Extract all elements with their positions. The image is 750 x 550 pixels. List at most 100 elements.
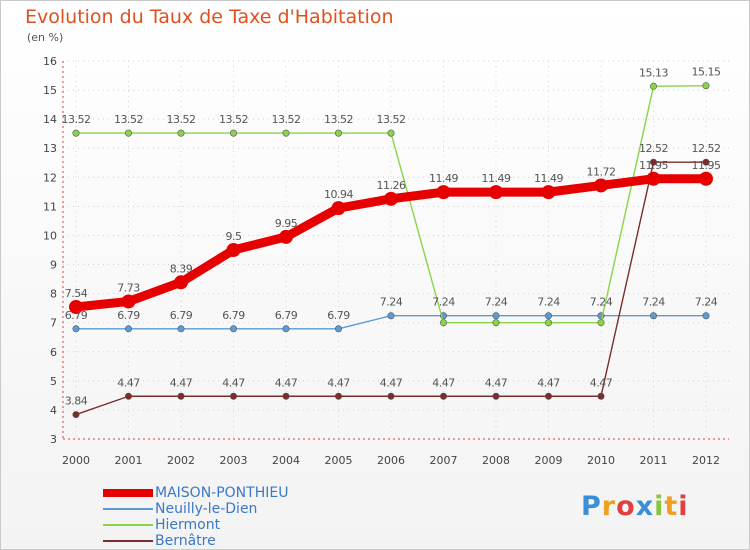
data-label: 3.84 [65, 395, 88, 408]
data-point [541, 185, 556, 200]
x-tick-label: 2002 [167, 454, 195, 467]
data-point [702, 312, 710, 320]
data-point [439, 319, 447, 327]
data-label: 6.79 [117, 309, 140, 322]
data-label: 11.95 [692, 159, 721, 172]
data-point [597, 319, 605, 327]
data-label: 12.52 [692, 142, 721, 155]
data-point [282, 129, 290, 137]
data-point [72, 325, 80, 333]
data-label: 13.52 [114, 113, 143, 126]
data-point [230, 325, 238, 333]
logo-letter: o [616, 491, 636, 522]
data-point [387, 312, 395, 320]
data-label: 7.24 [537, 296, 560, 309]
data-label: 7.73 [117, 281, 140, 294]
data-point [72, 129, 80, 137]
data-point [387, 392, 395, 400]
data-label: 4.47 [590, 376, 613, 389]
data-label: 13.52 [219, 113, 248, 126]
x-tick-label: 2008 [482, 454, 510, 467]
data-label: 13.52 [272, 113, 301, 126]
data-point [177, 325, 185, 333]
data-label: 6.79 [222, 309, 245, 322]
data-label: 7.24 [642, 296, 665, 309]
data-point [334, 325, 342, 333]
data-point [121, 294, 136, 309]
data-label: 7.24 [485, 296, 508, 309]
proxiti-logo: Proxiti [581, 491, 689, 522]
data-label: 4.47 [170, 376, 193, 389]
logo-letter: i [654, 491, 665, 522]
y-tick-label: 15 [43, 84, 57, 97]
data-label: 4.47 [327, 376, 350, 389]
data-point [439, 392, 447, 400]
data-point [177, 392, 185, 400]
x-tick-label: 2004 [272, 454, 300, 467]
x-tick-label: 2006 [377, 454, 405, 467]
data-label: 11.49 [534, 172, 563, 185]
data-point [544, 392, 552, 400]
data-label: 4.47 [432, 376, 455, 389]
data-point [597, 392, 605, 400]
data-label: 11.95 [639, 159, 668, 172]
data-label: 4.47 [537, 376, 560, 389]
y-tick-label: 11 [43, 200, 57, 213]
y-tick-label: 7 [50, 317, 57, 330]
data-point [387, 129, 395, 137]
data-point [544, 319, 552, 327]
x-tick-label: 2001 [115, 454, 143, 467]
data-point [72, 411, 80, 419]
data-label: 13.52 [167, 113, 196, 126]
x-tick-label: 2009 [535, 454, 563, 467]
logo-letter: x [635, 491, 655, 522]
data-label: 13.52 [377, 113, 406, 126]
data-point [384, 191, 398, 206]
legend-swatch [103, 489, 153, 497]
logo-letter: i [678, 491, 689, 522]
data-label: 6.79 [170, 309, 193, 322]
data-point [177, 129, 185, 137]
data-point [230, 392, 238, 400]
data-label: 11.26 [377, 179, 406, 192]
x-tick-label: 2007 [430, 454, 458, 467]
x-tick-label: 2012 [692, 454, 720, 467]
unit-label: (en %) [27, 31, 64, 44]
data-point [279, 229, 293, 244]
data-point [492, 319, 500, 327]
y-tick-label: 12 [43, 171, 57, 184]
data-point [125, 129, 133, 137]
data-label: 4.47 [117, 376, 140, 389]
data-label: 7.24 [590, 296, 613, 309]
data-label: 10.94 [324, 188, 353, 201]
data-label: 13.52 [324, 113, 353, 126]
logo-letter: t [664, 491, 679, 522]
data-label: 15.13 [639, 66, 668, 79]
data-point [492, 312, 500, 320]
data-point [436, 185, 451, 200]
data-point [492, 392, 500, 400]
data-label: 9.95 [275, 217, 298, 230]
y-tick-label: 13 [43, 142, 57, 155]
data-point [331, 201, 346, 216]
data-point [125, 392, 133, 400]
legend-label: Bernâtre [155, 533, 216, 549]
data-point [334, 129, 342, 137]
y-tick-label: 4 [50, 404, 57, 417]
data-label: 4.47 [222, 376, 245, 389]
x-tick-label: 2010 [587, 454, 615, 467]
y-tick-label: 16 [43, 55, 57, 68]
data-label: 7.24 [695, 296, 718, 309]
x-tick-label: 2003 [220, 454, 248, 467]
data-point [69, 299, 83, 314]
data-point [594, 178, 608, 193]
data-label: 9.5 [226, 230, 242, 243]
data-label: 6.79 [275, 309, 298, 322]
data-point [230, 129, 238, 137]
y-tick-label: 3 [50, 433, 57, 446]
data-point [489, 185, 503, 200]
data-point [174, 275, 188, 290]
legend-label: Hiermont [155, 517, 221, 533]
data-point [649, 158, 657, 166]
